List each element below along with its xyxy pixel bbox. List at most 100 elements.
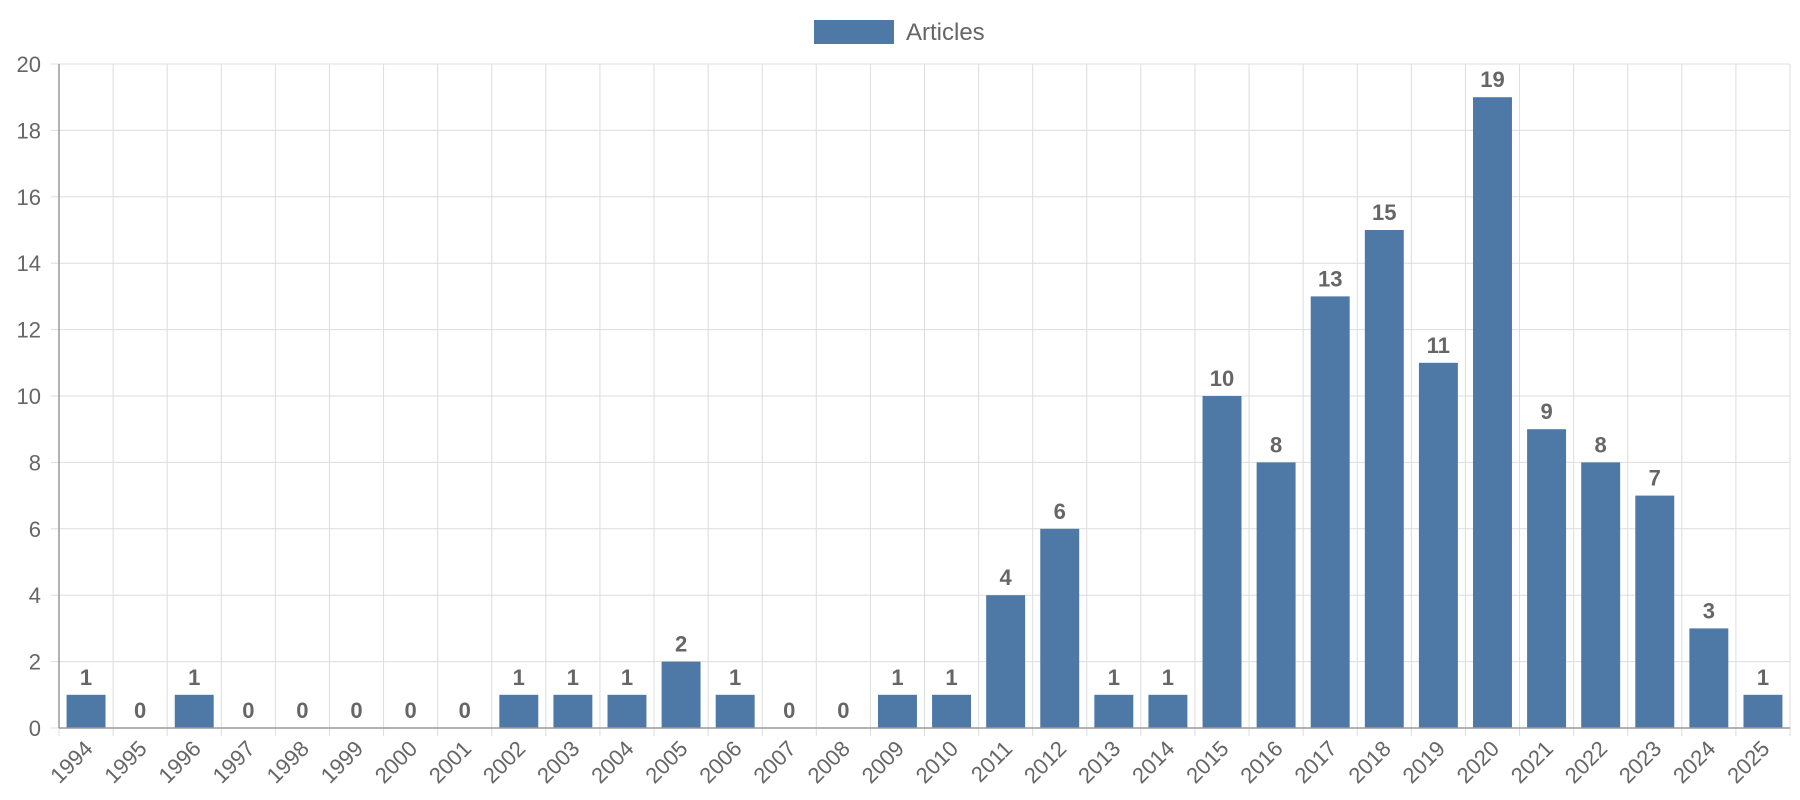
data-label-2012: 6 — [1054, 499, 1066, 524]
bar-1994 — [66, 694, 106, 728]
bar-2006 — [715, 694, 755, 728]
data-label-2018: 15 — [1372, 200, 1396, 225]
x-tick-label-1996: 1996 — [153, 736, 205, 788]
bar-2018 — [1364, 230, 1404, 728]
x-tick-label-1999: 1999 — [316, 736, 368, 788]
bar-2014 — [1148, 694, 1188, 728]
x-tick-label-1994: 1994 — [45, 736, 97, 788]
data-label-2019: 11 — [1427, 333, 1450, 358]
x-tick-label-2009: 2009 — [857, 736, 909, 788]
x-tick-label-2006: 2006 — [694, 736, 746, 788]
data-label-2016: 8 — [1270, 432, 1282, 457]
x-tick-label-2011: 2011 — [966, 736, 1017, 787]
x-tick-label-2016: 2016 — [1235, 736, 1287, 788]
data-label-2007: 0 — [783, 698, 795, 723]
x-tick-label-2017: 2017 — [1289, 736, 1341, 788]
y-tick-label: 12 — [17, 318, 41, 343]
data-label-2021: 9 — [1540, 399, 1552, 424]
x-tick-label-1998: 1998 — [262, 736, 314, 788]
data-label-2014: 1 — [1162, 665, 1174, 690]
data-label-2002: 1 — [513, 665, 525, 690]
bar-2011 — [986, 595, 1026, 728]
y-tick-label: 2 — [29, 650, 41, 675]
y-tick-label: 0 — [29, 716, 41, 741]
y-tick-label: 16 — [17, 185, 41, 210]
x-tick-label-2020: 2020 — [1452, 736, 1504, 788]
data-label-1994: 1 — [80, 665, 92, 690]
x-tick-label-2002: 2002 — [478, 736, 530, 788]
bar-2019 — [1418, 362, 1458, 728]
x-tick-label-1997: 1997 — [208, 736, 260, 788]
bar-2004 — [607, 694, 647, 728]
data-label-1999: 0 — [350, 698, 362, 723]
data-label-1995: 0 — [134, 698, 146, 723]
bar-2005 — [661, 661, 701, 728]
x-tick-label-2015: 2015 — [1181, 736, 1233, 788]
legend: Articles — [814, 19, 985, 46]
bar-2013 — [1094, 694, 1134, 728]
x-tick-label-2005: 2005 — [640, 736, 692, 788]
y-tick-label: 10 — [17, 384, 41, 409]
y-axis-ticks: 0 2 4 6 8 10 12 14 16 18 20 — [17, 52, 41, 741]
bar-2016 — [1256, 462, 1296, 728]
bar-2021 — [1527, 429, 1567, 728]
x-tick-label-2025: 2025 — [1722, 736, 1774, 788]
x-tick-label-2007: 2007 — [749, 736, 801, 788]
x-tick-label-2013: 2013 — [1073, 736, 1125, 788]
x-tick-label-2012: 2012 — [1019, 736, 1071, 788]
data-label-2024: 3 — [1703, 598, 1715, 623]
data-label-2013: 1 — [1108, 665, 1120, 690]
bar-2023 — [1635, 495, 1675, 728]
x-tick-label-2022: 2022 — [1560, 736, 1612, 788]
x-tick-label-2021: 2021 — [1506, 736, 1558, 788]
axes — [58, 64, 1790, 729]
bar-2025 — [1743, 694, 1783, 728]
bar-2024 — [1689, 628, 1729, 728]
x-tick-label-2024: 2024 — [1668, 736, 1720, 788]
y-tick-label: 8 — [29, 450, 41, 475]
data-label-2010: 1 — [945, 665, 957, 690]
bar-2010 — [932, 694, 972, 728]
data-label-1996: 1 — [188, 665, 200, 690]
x-tick-label-2014: 2014 — [1127, 736, 1179, 788]
x-tick-label-2000: 2000 — [370, 736, 422, 788]
y-tick-label: 18 — [17, 118, 41, 143]
data-label-2015: 10 — [1210, 366, 1234, 391]
data-label-2020: 19 — [1480, 67, 1504, 92]
data-label-2017: 13 — [1318, 266, 1342, 291]
data-label-2004: 1 — [621, 665, 633, 690]
bar-1996 — [174, 694, 214, 728]
y-tick-label: 4 — [29, 583, 41, 608]
data-label-2022: 8 — [1595, 432, 1607, 457]
x-tick-label-2008: 2008 — [803, 736, 855, 788]
x-tick-label-2023: 2023 — [1614, 736, 1666, 788]
y-tick-label: 20 — [17, 52, 41, 77]
bar-2020 — [1473, 97, 1512, 728]
data-label-2003: 1 — [567, 665, 579, 690]
x-tick-label-2010: 2010 — [911, 736, 963, 788]
data-label-1997: 0 — [242, 698, 254, 723]
bar-2009 — [877, 694, 917, 728]
data-label-2008: 0 — [837, 698, 849, 723]
bar-2012 — [1040, 528, 1080, 728]
legend-swatch-articles — [814, 20, 894, 44]
legend-label-articles: Articles — [906, 19, 985, 46]
data-label-2005: 2 — [675, 632, 687, 657]
y-tick-label: 14 — [17, 251, 41, 276]
x-tick-label-2001: 2001 — [424, 736, 476, 788]
data-label-2006: 1 — [729, 665, 741, 690]
x-tick-label-2004: 2004 — [586, 736, 638, 788]
bar-2022 — [1581, 462, 1621, 728]
bar-2003 — [553, 694, 593, 728]
x-tick-label-2018: 2018 — [1344, 736, 1396, 788]
data-label-2009: 1 — [891, 665, 903, 690]
data-label-2000: 0 — [404, 698, 416, 723]
x-tick-label-1995: 1995 — [99, 736, 151, 788]
bar-2015 — [1202, 396, 1242, 728]
x-tick-label-2003: 2003 — [532, 736, 584, 788]
bars — [66, 97, 1783, 728]
x-axis-ticks: 1994 1995 1996 1997 1998 1999 2000 2001 2002 2003… — [45, 736, 1774, 788]
bar-2017 — [1310, 296, 1350, 728]
